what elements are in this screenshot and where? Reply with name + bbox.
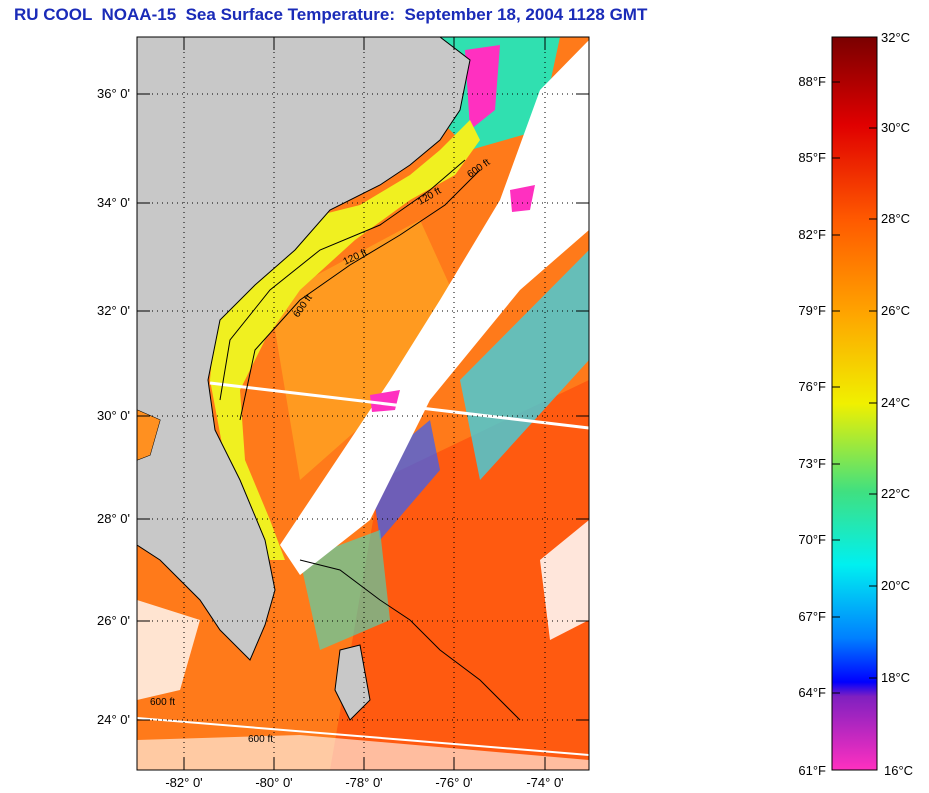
- lat-label: 36° 0': [97, 86, 130, 101]
- cloud-patch: [137, 600, 200, 700]
- colorbar-celsius-label: 18°C: [881, 670, 910, 685]
- map-grid: [137, 37, 589, 770]
- lon-label: -76° 0': [435, 775, 472, 790]
- colorbar-celsius-label: 24°C: [881, 395, 910, 410]
- isobath-contour: [299, 559, 521, 721]
- colorbar-fahrenheit-label: 64°F: [798, 685, 826, 700]
- colorbar-fahrenheit-label: 82°F: [798, 227, 826, 242]
- shelf-water: [270, 220, 470, 480]
- lat-label: 30° 0': [97, 408, 130, 423]
- colorbar-celsius-label: 22°C: [881, 486, 910, 501]
- map-frame: [136, 36, 590, 771]
- colorbar-celsius-label: 26°C: [881, 303, 910, 318]
- land-mass: [137, 37, 471, 661]
- colorbar-celsius-label: 16°C: [884, 763, 913, 778]
- colorbar-fahrenheit-label: 73°F: [798, 456, 826, 471]
- lon-label: -80° 0': [255, 775, 292, 790]
- colorbar-ticks: [832, 81, 877, 694]
- cloud-patch: [137, 735, 589, 770]
- cloud-band: [280, 40, 589, 575]
- cool-streak: [460, 250, 589, 480]
- contour-label: 600 ft: [150, 697, 175, 708]
- colorbar-celsius-label: 32°C: [881, 30, 910, 45]
- colorbar-fahrenheit-label: 70°F: [798, 532, 826, 547]
- cool-streak: [370, 420, 440, 540]
- colorbar-fahrenheit-label: 76°F: [798, 379, 826, 394]
- colorbar-fahrenheit-label: 79°F: [798, 303, 826, 318]
- colorbar-fahrenheit-label: 85°F: [798, 150, 826, 165]
- colorbar-celsius-label: 20°C: [881, 578, 910, 593]
- island-land: [334, 644, 371, 721]
- colorbar-fahrenheit-label: 67°F: [798, 609, 826, 624]
- cold-patch: [510, 185, 535, 212]
- lon-label: -74° 0': [526, 775, 563, 790]
- cool-streak: [300, 530, 390, 650]
- scan-gap-line: [137, 717, 589, 756]
- cloud-patch: [540, 520, 589, 640]
- isobath-contour: [219, 159, 466, 401]
- lat-label: 32° 0': [97, 303, 130, 318]
- colorbar-fahrenheit-label: 88°F: [798, 74, 826, 89]
- cold-patch: [465, 45, 500, 130]
- lat-label: 26° 0': [97, 613, 130, 628]
- lon-label: -78° 0': [345, 775, 382, 790]
- contour-label: 600 ft: [248, 734, 273, 745]
- cold-patch: [370, 390, 400, 412]
- colorbar-celsius-label: 28°C: [881, 211, 910, 226]
- gulf-water: [137, 410, 160, 460]
- lat-label: 28° 0': [97, 511, 130, 526]
- lon-label: -82° 0': [165, 775, 202, 790]
- lat-label: 24° 0': [97, 712, 130, 727]
- scan-gap-line: [209, 381, 589, 430]
- colorbar-celsius-label: 30°C: [881, 120, 910, 135]
- lat-label: 34° 0': [97, 195, 130, 210]
- map-title: RU COOL NOAA-15 Sea Surface Temperature:…: [14, 5, 648, 24]
- isobath-contour: [239, 169, 481, 421]
- axis-ticks: [137, 37, 589, 770]
- colorbar-fahrenheit-label: 61°F: [798, 763, 826, 778]
